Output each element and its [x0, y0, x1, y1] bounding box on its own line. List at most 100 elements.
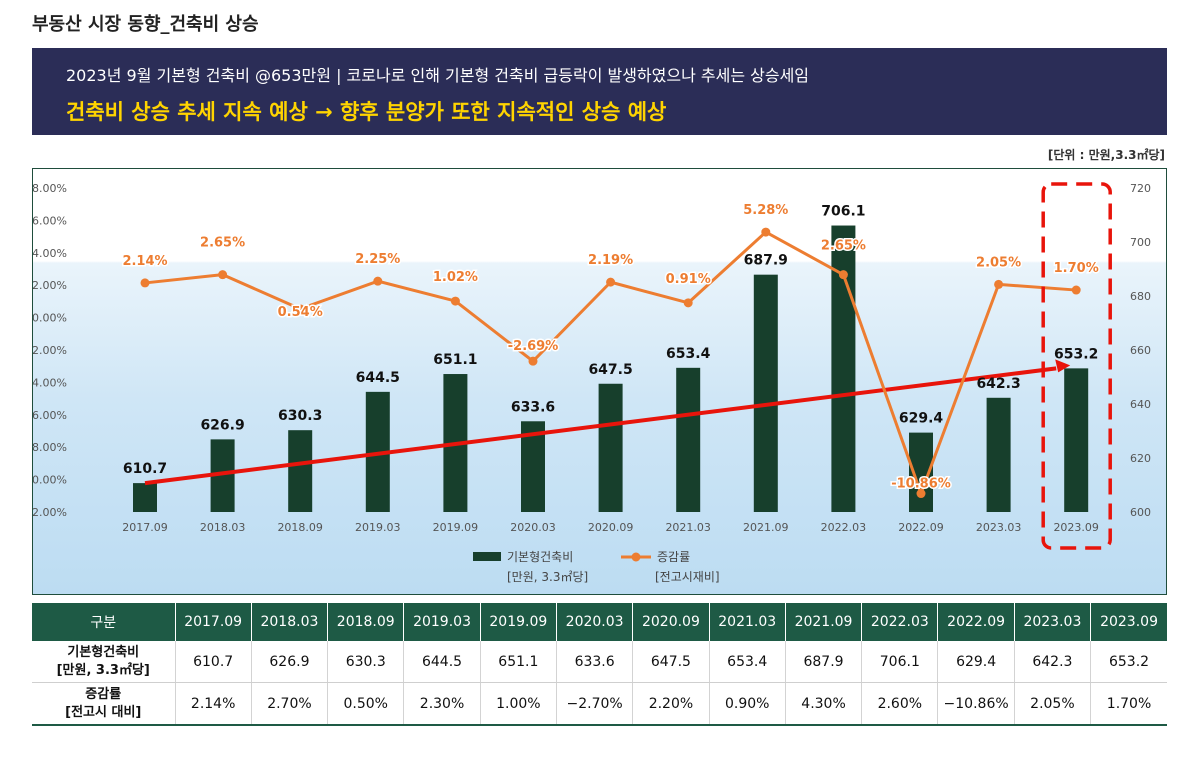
x-axis-tick: 2021.09 — [743, 521, 789, 534]
bar-value-label: 642.3 — [976, 376, 1020, 392]
rate-point — [606, 277, 616, 287]
legend-line-sublabel: [전고시재비] — [655, 570, 720, 584]
table-row: 기본형건축비 [만원, 3.3㎡당] 610.7 626.9 630.3 644.5 651… — [32, 641, 1167, 683]
rate-point — [1071, 285, 1081, 295]
x-axis-tick: 2021.03 — [665, 521, 711, 534]
bar-value-label: 653.2 — [1054, 346, 1098, 362]
table-cell: 706.1 — [861, 641, 939, 683]
legend-line-label: 증감률 — [657, 550, 690, 564]
table-column-header: 2017.09 — [175, 603, 252, 641]
table-cell: 1.70% — [1090, 682, 1167, 726]
rate-label: -2.69% — [508, 339, 559, 354]
bar-value-label: 610.7 — [123, 461, 167, 477]
rate-label: 5.28% — [743, 203, 788, 218]
bar-value-label: 706.1 — [821, 204, 865, 220]
unit-label: [단위 : 만원,3.3㎡당] — [1047, 148, 1165, 162]
rate-label: 0.54% — [278, 305, 323, 320]
left-axis-tick: 6.00% — [33, 214, 67, 227]
right-axis-tick: 620 — [1130, 452, 1151, 465]
x-axis-tick: 2023.09 — [1053, 521, 1099, 534]
table-corner-header: 구분 — [32, 603, 176, 641]
table-cell: 2.05% — [1014, 682, 1092, 726]
right-axis-tick: 680 — [1130, 290, 1151, 303]
table-column-header: 2018.03 — [251, 603, 329, 641]
left-axis-tick: -10.00% — [33, 474, 67, 487]
right-axis-tick: 640 — [1130, 398, 1151, 411]
rate-point — [683, 298, 693, 308]
table-cell: 644.5 — [403, 641, 481, 683]
x-axis-tick: 2018.03 — [200, 521, 246, 534]
table-column-header: 2020.03 — [556, 603, 634, 641]
rate-label: 2.65% — [200, 236, 245, 251]
table-cell: 647.5 — [632, 641, 710, 683]
table-cell: 610.7 — [175, 641, 252, 683]
table-row-header: 기본형건축비 [만원, 3.3㎡당] — [32, 641, 176, 683]
rate-point — [994, 279, 1004, 289]
headline-banner: 2023년 9월 기본형 건축비 @653만원 | 코로나로 인해 기본형 건축… — [32, 48, 1167, 135]
rate-point — [140, 278, 150, 288]
table-body: 기본형건축비 [만원, 3.3㎡당] 610.7 626.9 630.3 644.5 651… — [32, 641, 1167, 726]
rate-point — [916, 489, 926, 499]
rate-label: 2.65% — [821, 239, 866, 254]
rate-label: 2.14% — [122, 254, 167, 269]
rate-point — [373, 276, 383, 286]
left-axis-tick: -6.00% — [33, 409, 67, 422]
x-axis-tick: 2017.09 — [122, 521, 168, 534]
left-axis-tick: 0.00% — [33, 312, 67, 325]
table-cell: 2.60% — [861, 682, 939, 726]
table-column-header: 2021.09 — [785, 603, 863, 641]
table-cell: 633.6 — [556, 641, 634, 683]
table-cell: 687.9 — [785, 641, 863, 683]
x-axis-tick: 2020.09 — [588, 521, 634, 534]
x-axis-tick: 2022.03 — [821, 521, 867, 534]
highlight-box — [1041, 182, 1112, 550]
table-column-header: 2021.03 — [709, 603, 786, 641]
bar-value-label: 630.3 — [278, 408, 322, 424]
bar — [676, 367, 701, 512]
table-cell: 630.3 — [327, 641, 405, 683]
rate-label: 1.02% — [433, 270, 478, 285]
left-axis-tick: -4.00% — [33, 376, 67, 389]
left-axis-tick: -8.00% — [33, 441, 67, 454]
table-cell: 651.1 — [480, 641, 557, 683]
legend-bar-label: 기본형건축비 — [507, 550, 573, 564]
page-title: 부동산 시장 동향_건축비 상승 — [32, 14, 259, 35]
left-axis-tick: 2.00% — [33, 279, 67, 292]
table-cell: 2.14% — [175, 682, 252, 726]
table-cell: 653.2 — [1090, 641, 1167, 683]
legend-line-marker — [631, 552, 641, 562]
bar-value-label: 644.5 — [356, 370, 400, 386]
bar — [133, 483, 157, 512]
table-column-header: 2023.03 — [1014, 603, 1092, 641]
trend-arrowhead — [1055, 359, 1071, 373]
rate-point — [218, 270, 228, 280]
rate-point — [295, 304, 305, 314]
row-header-sub: [전고시 대비] — [65, 704, 142, 720]
bar-value-label: 629.4 — [899, 411, 944, 427]
rate-label: 2.25% — [355, 252, 400, 267]
table-column-header: 2022.09 — [937, 603, 1015, 641]
bar-value-label: 626.9 — [200, 417, 244, 433]
table-cell: 653.4 — [709, 641, 786, 683]
left-axis-tick: 8.00% — [33, 182, 67, 195]
bar-value-label: 647.5 — [588, 362, 632, 378]
bar — [1064, 368, 1089, 512]
rate-point — [761, 227, 771, 237]
table-column-header: 2022.03 — [861, 603, 939, 641]
combo-chart: 8.00% 6.00% 4.00% 2.00% 0.00% -2.00% -4.00% -6.… — [33, 182, 1151, 584]
x-axis-tick: 2019.09 — [433, 521, 479, 534]
rate-label: -10.86% — [891, 477, 951, 492]
left-axis-tick: -2.00% — [33, 344, 67, 357]
table-header-row: 구분 2017.09 2018.03 2018.09 2019.03 2019.09 202… — [32, 603, 1167, 641]
x-axis-tick: 2019.03 — [355, 521, 401, 534]
table-cell: 4.30% — [785, 682, 863, 726]
rate-point — [528, 356, 538, 366]
bar-value-label: 633.6 — [511, 399, 555, 415]
row-header-main: 증감률 — [85, 686, 122, 702]
x-axis-tick: 2022.09 — [898, 521, 944, 534]
bar-value-label: 651.1 — [433, 352, 477, 368]
right-axis-tick: 660 — [1130, 344, 1151, 357]
banner-summary: 2023년 9월 기본형 건축비 @653만원 | 코로나로 인해 기본형 건축… — [66, 66, 810, 85]
bar-value-label: 653.4 — [666, 346, 711, 362]
table-column-header: 2018.09 — [327, 603, 405, 641]
